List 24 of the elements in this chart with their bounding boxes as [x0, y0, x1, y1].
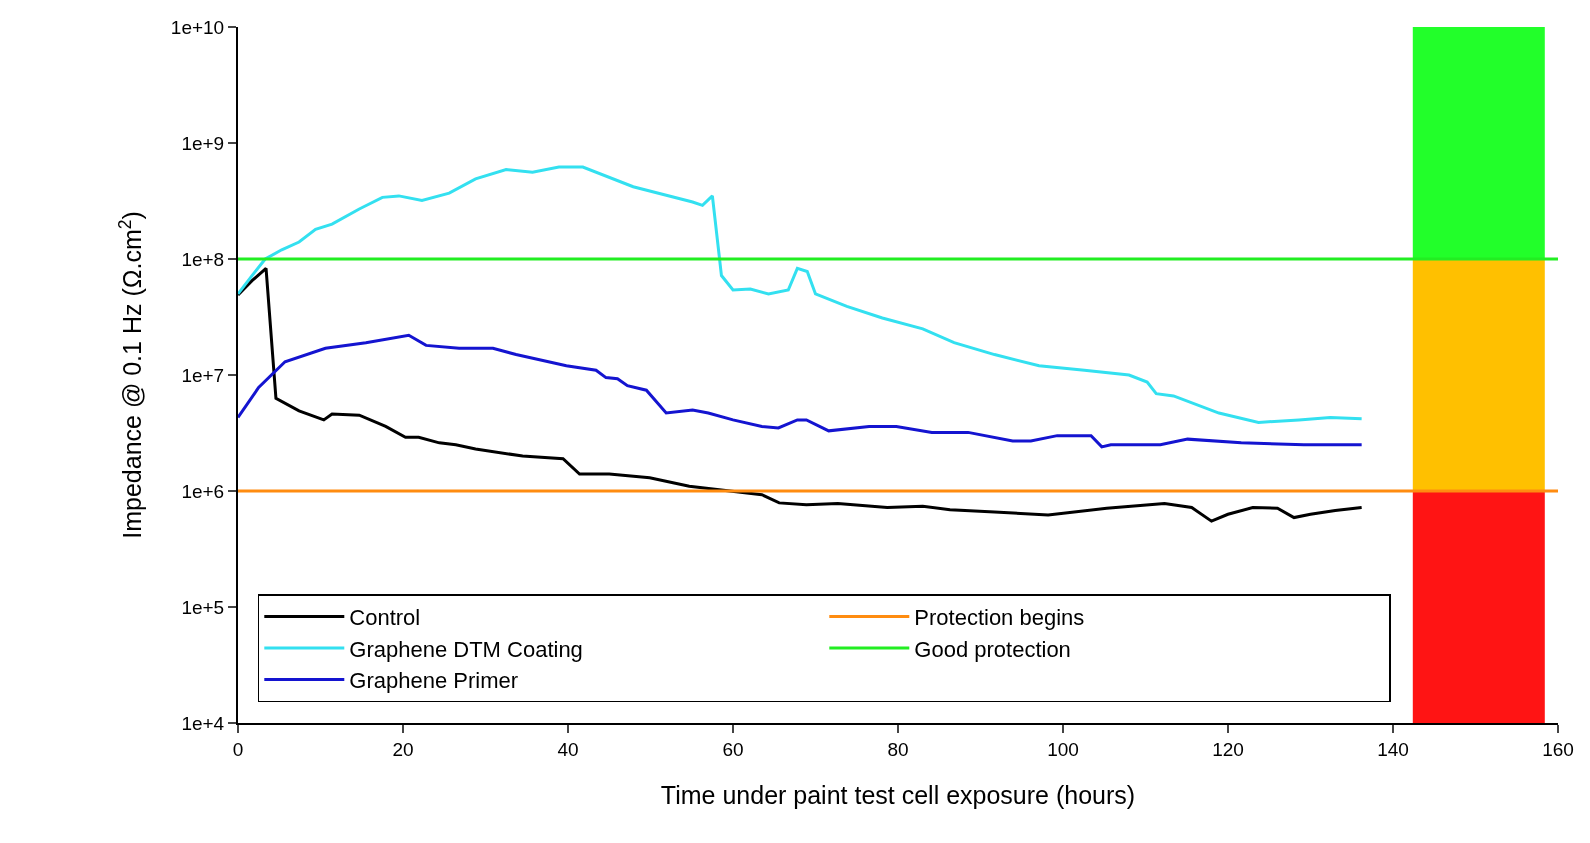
y-tick-label: 1e+8 [181, 248, 225, 270]
legend-label: Graphene DTM Coating [349, 636, 583, 662]
x-tick-label: 80 [887, 738, 909, 760]
y-tick-label: 1e+7 [181, 364, 225, 386]
legend-label: Protection begins [914, 605, 1085, 630]
x-tick-label: 140 [1377, 738, 1409, 760]
x-tick-label: 60 [722, 738, 744, 760]
x-tick-label: 160 [1542, 738, 1574, 760]
y-tick-label: 1e+5 [181, 596, 225, 618]
y-tick-label: 1e+10 [170, 16, 225, 38]
x-tick-label: 20 [392, 738, 414, 760]
y-tick-label: 1e+9 [181, 132, 225, 154]
legend-label: Good protection [914, 636, 1071, 662]
line-series [238, 333, 1364, 449]
x-axis-title: Time under paint test cell exposure (hours) [660, 781, 1136, 810]
x-tick-label: 40 [557, 738, 579, 760]
line-series [238, 165, 1364, 424]
legend-label: Control [349, 605, 421, 630]
x-tick-label: 120 [1212, 738, 1244, 760]
y-tick-label: 1e+6 [181, 480, 225, 502]
legend-label: Graphene Primer [349, 668, 519, 694]
x-tick-label: 100 [1047, 738, 1079, 760]
y-tick-label: 1e+4 [181, 712, 225, 734]
x-tick-label: 0 [232, 738, 244, 760]
